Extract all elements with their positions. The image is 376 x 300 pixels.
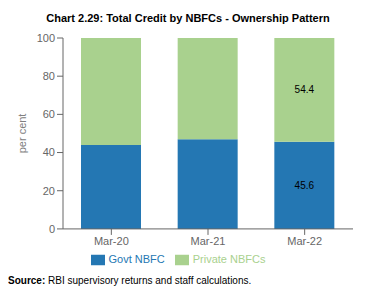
svg-text:Mar-20: Mar-20 xyxy=(94,235,129,247)
html-text:Govt NBFC: Govt NBFC xyxy=(108,252,165,265)
html-text:Source: RBI supervisory return: Source: RBI supervisory returns and staf… xyxy=(8,275,252,286)
svg-text:40: 40 xyxy=(43,146,55,158)
html-text:Chart 2.29: Total Credit by NB: Chart 2.29: Total Credit by NBFCs - Owne… xyxy=(46,12,330,24)
svg-text:54.4: 54.4 xyxy=(295,84,315,95)
svg-text:80: 80 xyxy=(43,70,55,82)
svg-text:45.6: 45.6 xyxy=(295,180,315,191)
svg-text:100: 100 xyxy=(37,32,55,44)
svg-text:per cent: per cent xyxy=(16,114,28,154)
svg-text:0: 0 xyxy=(49,223,55,235)
svg-text:Mar-21: Mar-21 xyxy=(191,235,226,247)
svg-text:20: 20 xyxy=(43,185,55,197)
svg-text:60: 60 xyxy=(43,108,55,120)
html-text:Private NBFCs: Private NBFCs xyxy=(192,252,266,265)
svg-text:Mar-22: Mar-22 xyxy=(287,235,322,247)
